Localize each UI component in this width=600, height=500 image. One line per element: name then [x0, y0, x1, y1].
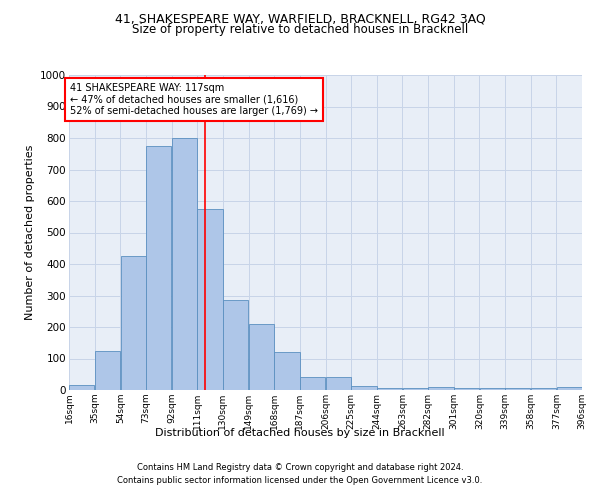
- Bar: [121, 256, 146, 390]
- Bar: [69, 384, 94, 390]
- Bar: [172, 138, 197, 390]
- Bar: [377, 388, 402, 390]
- Text: Contains HM Land Registry data © Crown copyright and database right 2024.: Contains HM Land Registry data © Crown c…: [137, 464, 463, 472]
- Y-axis label: Number of detached properties: Number of detached properties: [25, 145, 35, 320]
- Text: 41, SHAKESPEARE WAY, WARFIELD, BRACKNELL, RG42 3AQ: 41, SHAKESPEARE WAY, WARFIELD, BRACKNELL…: [115, 12, 485, 26]
- Bar: [454, 388, 479, 390]
- Bar: [197, 209, 223, 390]
- Bar: [274, 352, 299, 390]
- Bar: [249, 324, 274, 390]
- Bar: [479, 388, 505, 390]
- Bar: [428, 387, 454, 390]
- Bar: [326, 378, 351, 390]
- Bar: [146, 146, 172, 390]
- Bar: [531, 388, 556, 390]
- Text: Size of property relative to detached houses in Bracknell: Size of property relative to detached ho…: [132, 22, 468, 36]
- Bar: [352, 386, 377, 390]
- Bar: [403, 388, 428, 390]
- Bar: [95, 350, 120, 390]
- Bar: [300, 378, 325, 390]
- Bar: [557, 388, 582, 390]
- Bar: [223, 300, 248, 390]
- Text: Contains public sector information licensed under the Open Government Licence v3: Contains public sector information licen…: [118, 476, 482, 485]
- Text: 41 SHAKESPEARE WAY: 117sqm
← 47% of detached houses are smaller (1,616)
52% of s: 41 SHAKESPEARE WAY: 117sqm ← 47% of deta…: [70, 83, 319, 116]
- Text: Distribution of detached houses by size in Bracknell: Distribution of detached houses by size …: [155, 428, 445, 438]
- Bar: [505, 388, 530, 390]
